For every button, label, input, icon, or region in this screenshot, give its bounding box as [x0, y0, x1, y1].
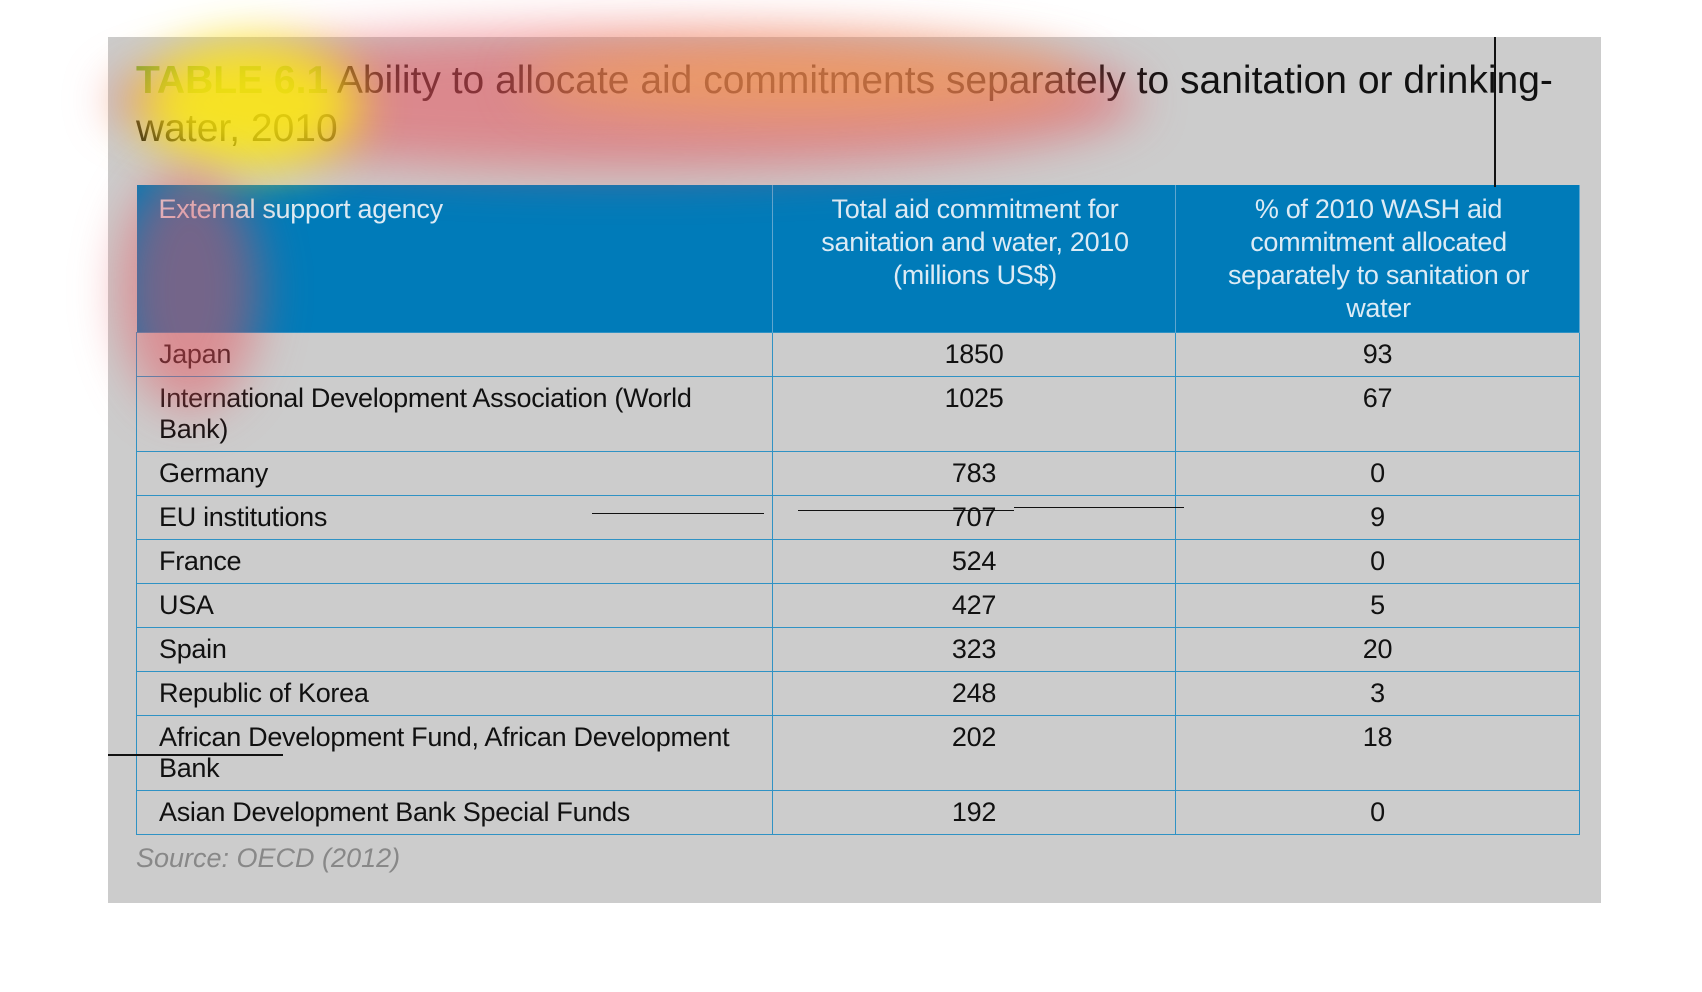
table-row: USA 427 5 — [136, 582, 1580, 628]
percent-cell: 20 — [1175, 626, 1580, 672]
agency-cell: Asian Development Bank Special Funds — [136, 789, 773, 835]
agency-cell: African Development Fund, African Develo… — [136, 714, 773, 791]
agency-cell: EU institutions — [136, 494, 773, 540]
table-row: African Development Fund, African Develo… — [136, 714, 1580, 791]
column-header-agency: External support agency — [136, 185, 773, 332]
table-row: Asian Development Bank Special Funds 192 0 — [136, 789, 1580, 835]
table-row: International Development Association (W… — [136, 375, 1580, 452]
percent-cell: 67 — [1175, 375, 1580, 452]
agency-cell: USA — [136, 582, 773, 628]
table-row: Japan 1850 93 — [136, 331, 1580, 377]
percent-cell: 0 — [1175, 789, 1580, 835]
percent-cell: 0 — [1175, 538, 1580, 584]
column-header-percent: % of 2010 WASH aid commitment allocated … — [1175, 185, 1580, 332]
total-cell: 323 — [772, 626, 1176, 672]
total-cell: 1850 — [772, 331, 1176, 377]
table-row: Spain 323 20 — [136, 626, 1580, 672]
annotation-line — [592, 513, 764, 514]
percent-cell: 0 — [1175, 450, 1580, 496]
table-row: Republic of Korea 248 3 — [136, 670, 1580, 716]
agency-cell: France — [136, 538, 773, 584]
table-row: France 524 0 — [136, 538, 1580, 584]
agency-cell: Germany — [136, 450, 773, 496]
annotation-line — [798, 510, 1014, 511]
total-cell: 783 — [772, 450, 1176, 496]
total-cell: 707 — [772, 494, 1176, 540]
source-note: Source: OECD (2012) — [136, 843, 401, 873]
agency-cell: International Development Association (W… — [136, 375, 773, 452]
table-title-text: Ability to allocate aid commitments sepa… — [136, 59, 1553, 150]
agency-cell: Japan — [136, 331, 773, 377]
agency-cell: Republic of Korea — [136, 670, 773, 716]
percent-cell: 5 — [1175, 582, 1580, 628]
total-cell: 427 — [772, 582, 1176, 628]
column-header-total: Total aid commitment for sanitation and … — [772, 185, 1176, 332]
total-cell: 192 — [772, 789, 1176, 835]
total-cell: 202 — [772, 714, 1176, 791]
table-row: Germany 783 0 — [136, 450, 1580, 496]
percent-cell: 18 — [1175, 714, 1580, 791]
total-cell: 1025 — [772, 375, 1176, 452]
annotation-line — [1014, 507, 1184, 508]
table-number: TABLE 6.1 — [136, 59, 329, 102]
header-row: External support agency Total aid commit… — [136, 185, 1580, 332]
annotation-line — [108, 754, 283, 756]
table-panel: TABLE 6.1 Ability to allocate aid commit… — [108, 37, 1601, 903]
total-cell: 524 — [772, 538, 1176, 584]
percent-cell: 9 — [1175, 494, 1580, 540]
percent-cell: 93 — [1175, 331, 1580, 377]
data-table: External support agency Total aid commit… — [136, 185, 1580, 835]
annotation-line — [1494, 37, 1496, 187]
table-body: Japan 1850 93 International Development Ass… — [136, 331, 1580, 835]
table-title: TABLE 6.1 Ability to allocate aid commit… — [136, 57, 1586, 153]
percent-cell: 3 — [1175, 670, 1580, 716]
agency-cell: Spain — [136, 626, 773, 672]
table-row: EU institutions 707 9 — [136, 494, 1580, 540]
total-cell: 248 — [772, 670, 1176, 716]
